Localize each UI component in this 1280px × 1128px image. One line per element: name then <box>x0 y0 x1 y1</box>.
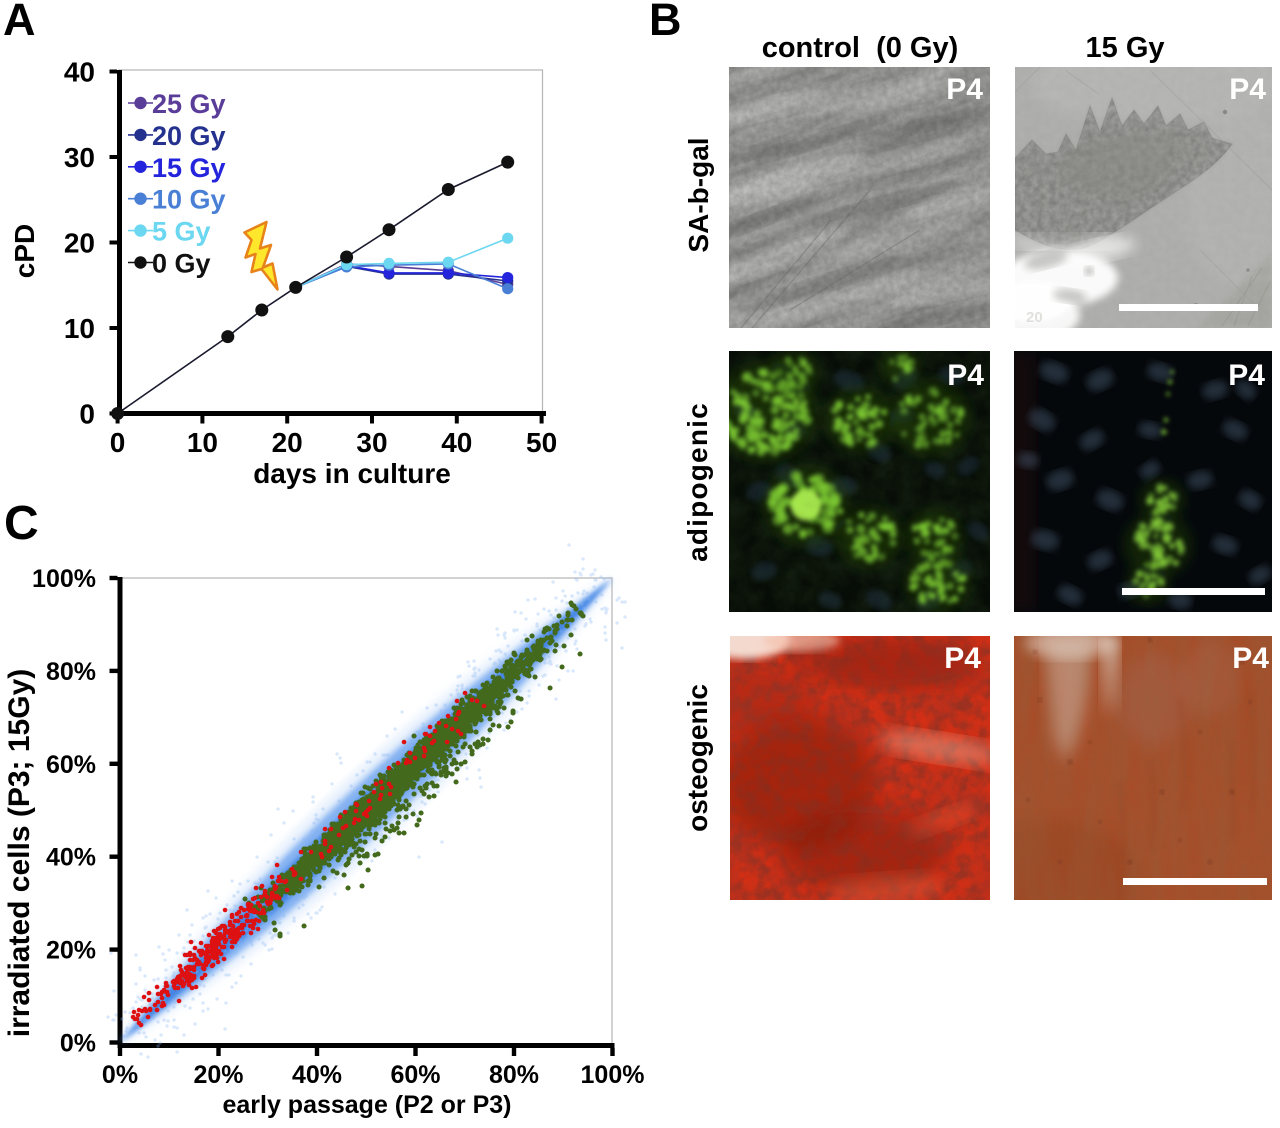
svg-text:0 Gy: 0 Gy <box>152 249 211 279</box>
svg-text:SA-b-gal: SA-b-gal <box>683 137 714 252</box>
svg-text:10 Gy: 10 Gy <box>152 185 226 215</box>
svg-text:40: 40 <box>64 57 95 88</box>
svg-text:15 Gy: 15 Gy <box>1086 32 1165 64</box>
svg-text:P4: P4 <box>946 73 983 106</box>
svg-text:days in culture: days in culture <box>253 458 451 489</box>
svg-text:P4: P4 <box>947 359 984 392</box>
svg-text:B: B <box>649 0 682 45</box>
svg-text:0: 0 <box>110 427 126 458</box>
svg-text:20%: 20% <box>193 1061 243 1089</box>
svg-text:20%: 20% <box>46 937 96 965</box>
svg-text:80%: 80% <box>46 658 96 686</box>
svg-text:20: 20 <box>272 427 303 458</box>
svg-text:0%: 0% <box>60 1030 96 1058</box>
svg-text:40%: 40% <box>46 844 96 872</box>
svg-text:10: 10 <box>64 313 95 344</box>
svg-text:30: 30 <box>356 427 387 458</box>
svg-text:15 Gy: 15 Gy <box>152 153 226 183</box>
svg-text:40: 40 <box>441 427 472 458</box>
svg-text:0%: 0% <box>102 1061 138 1089</box>
svg-text:cPD: cPD <box>9 224 40 278</box>
svg-text:40%: 40% <box>292 1061 342 1089</box>
svg-text:P4: P4 <box>1229 73 1266 106</box>
svg-text:20 Gy: 20 Gy <box>152 121 226 151</box>
svg-text:25 Gy: 25 Gy <box>152 89 226 119</box>
svg-text:60%: 60% <box>46 751 96 779</box>
svg-text:P4: P4 <box>1232 642 1269 675</box>
svg-text:0: 0 <box>79 399 95 430</box>
svg-text:5 Gy: 5 Gy <box>152 217 211 247</box>
svg-text:30: 30 <box>64 142 95 173</box>
svg-text:P4: P4 <box>944 642 981 675</box>
svg-text:osteogenic: osteogenic <box>682 684 713 832</box>
svg-text:20: 20 <box>64 228 95 259</box>
svg-text:early passage (P2 or P3): early passage (P2 or P3) <box>222 1091 511 1119</box>
svg-text:100%: 100% <box>32 565 96 593</box>
svg-text:60%: 60% <box>390 1061 440 1089</box>
svg-text:irradiated cells (P3; 15Gy): irradiated cells (P3; 15Gy) <box>3 669 36 1038</box>
svg-text:C: C <box>4 497 39 550</box>
svg-text:adipogenic: adipogenic <box>682 402 713 562</box>
svg-text:80%: 80% <box>489 1061 539 1089</box>
svg-text:50: 50 <box>526 427 557 458</box>
svg-text:A: A <box>3 0 36 45</box>
svg-text:P4: P4 <box>1228 359 1265 392</box>
svg-text:100%: 100% <box>581 1061 645 1089</box>
svg-text:10: 10 <box>187 427 218 458</box>
svg-text:control (0 Gy): control (0 Gy) <box>762 32 959 64</box>
